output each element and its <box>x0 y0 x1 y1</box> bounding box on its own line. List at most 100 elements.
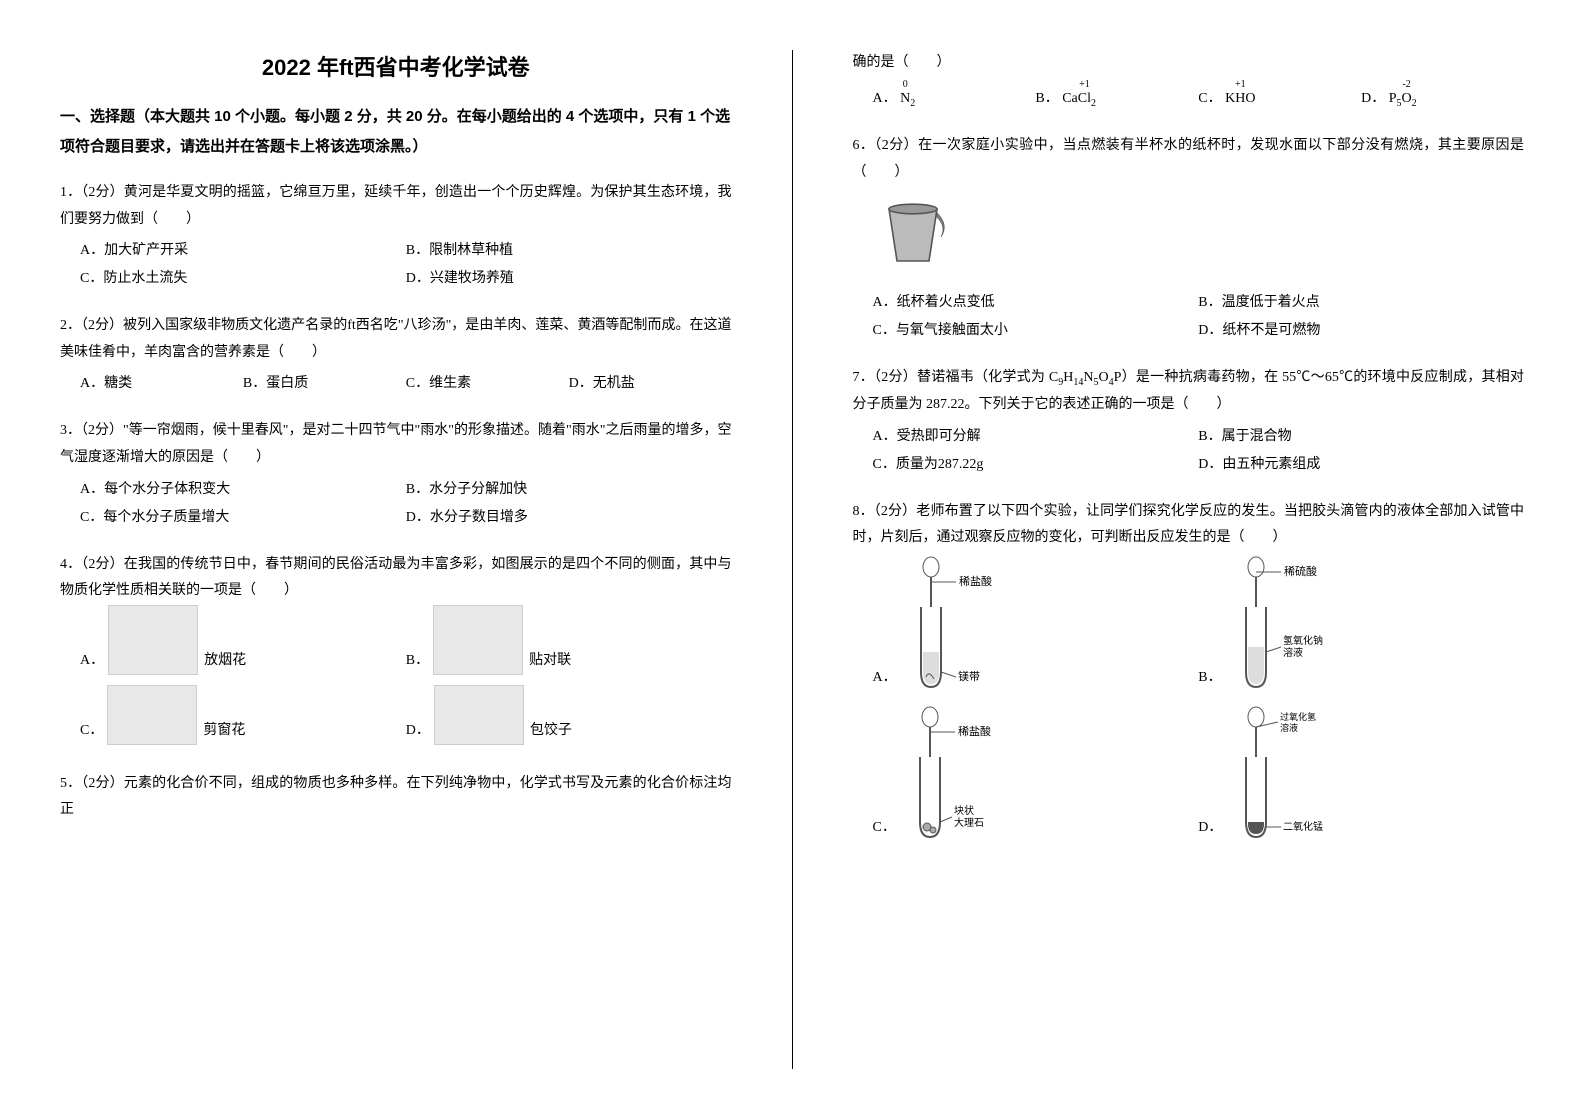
q6-opt-d: D．纸杯不是可燃物 <box>1198 317 1524 345</box>
left-column: 2022 年ft西省中考化学试卷 一、选择题（本大题共 10 个小题。每小题 2… <box>60 50 732 1069</box>
q6-stem: 6．（2分）在一次家庭小实验中，当点燃装有半杯水的纸杯时，发现水面以下部分没有燃… <box>853 133 1525 186</box>
papercut-icon <box>107 685 197 745</box>
q3-stem: 3．（2分）"等一帘烟雨，候十里春风"，是对二十四节气中"雨水"的形象描述。随着… <box>60 418 732 471</box>
q4-a-label: A． <box>80 648 104 675</box>
q8-c-bot-text2: 大理石 <box>954 816 984 829</box>
q8-d-top-text2: 溶液 <box>1280 722 1298 733</box>
q8-d-top-text1: 过氧化氢 <box>1280 711 1316 722</box>
question-1: 1．（2分）黄河是华夏文明的摇篮，它绵亘万里，延续千年，创造出一个个历史辉煌。为… <box>60 180 732 297</box>
q5-b-ox: +1 <box>1079 75 1090 95</box>
q7-e3: N <box>1083 370 1093 385</box>
q8-a-label: A． <box>873 665 897 692</box>
q4-opt-c: C． 剪窗花 <box>80 685 406 745</box>
q8-c-top-text: 稀盐酸 <box>958 724 991 738</box>
q4-opt-a: A． 放烟花 <box>80 605 406 675</box>
q1-opt-a: A．加大矿产开采 <box>80 237 406 265</box>
q6-opt-c: C．与氧气接触面太小 <box>873 317 1199 345</box>
q8-d-label: D． <box>1198 815 1222 842</box>
testtube-d-icon: 过氧化氢 溶液 二氧化锰 <box>1226 702 1326 842</box>
q4-d-text: 包饺子 <box>530 718 572 745</box>
q1-opt-b: B．限制林草种植 <box>406 237 732 265</box>
q2-stem: 2．（2分）被列入国家级非物质文化遗产名录的ft西名吃"八珍汤"，是由羊肉、莲菜… <box>60 313 732 366</box>
q5-c-pre: K <box>1225 91 1235 106</box>
q5-opt-c: C． K+1HO <box>1198 85 1361 114</box>
q7-opt-d: D．由五种元素组成 <box>1198 451 1524 479</box>
cup-icon <box>873 193 953 273</box>
q5-d-pre: P <box>1389 91 1397 106</box>
q4-d-label: D． <box>406 718 430 745</box>
exam-title: 2022 年ft西省中考化学试卷 <box>60 50 732 82</box>
q7-e2: H <box>1063 370 1073 385</box>
q5-opt-a: A． 0N2 <box>873 85 1036 114</box>
q8-b-bot-text2: 溶液 <box>1283 646 1303 659</box>
q4-c-text: 剪窗花 <box>203 718 245 745</box>
q4-b-label: B． <box>406 648 429 675</box>
fireworks-icon <box>108 605 198 675</box>
testtube-c-icon: 稀盐酸 块状 大理石 <box>900 702 1000 842</box>
q3-opt-b: B．水分子分解加快 <box>406 476 732 504</box>
question-6: 6．（2分）在一次家庭小实验中，当点燃装有半杯水的纸杯时，发现水面以下部分没有燃… <box>853 133 1525 349</box>
q5-d-lab: D． <box>1361 91 1385 106</box>
question-2: 2．（2分）被列入国家级非物质文化遗产名录的ft西名吃"八珍汤"，是由羊肉、莲菜… <box>60 313 732 402</box>
q7-stem: 7．（2分）替诺福韦（化学式为 C9H14N5O4P）是一种抗病毒药物，在 55… <box>853 365 1525 418</box>
question-8: 8．（2分）老师布置了以下四个实验，让同学们探究化学反应的发生。当把胶头滴管内的… <box>853 499 1525 852</box>
q6-opt-b: B．温度低于着火点 <box>1198 289 1524 317</box>
paper-cup-figure <box>873 193 1525 284</box>
q8-image-options: A． 稀盐酸 镁带 B． <box>873 552 1525 852</box>
q7-e4: O <box>1099 370 1109 385</box>
q8-opt-a: A． 稀盐酸 镁带 <box>873 552 1199 692</box>
q5-opt-d: D． P5-2O2 <box>1361 85 1524 114</box>
q5-c-post: O <box>1245 91 1255 106</box>
q3-opt-d: D．水分子数目增多 <box>406 504 732 532</box>
q2-opt-d: D．无机盐 <box>569 370 732 398</box>
q2-opt-b: B．蛋白质 <box>243 370 406 398</box>
testtube-a-icon: 稀盐酸 镁带 <box>901 552 1001 692</box>
q5-d-sub: 2 <box>1412 97 1417 108</box>
q8-c-bot-text1: 块状 <box>954 804 974 817</box>
q8-b-bot-text1: 氢氧化钠 <box>1283 634 1323 647</box>
q1-stem: 1．（2分）黄河是华夏文明的摇篮，它绵亘万里，延续千年，创造出一个个历史辉煌。为… <box>60 180 732 233</box>
section-1-heading: 一、选择题（本大题共 10 个小题。每小题 2 分，共 20 分。在每小题给出的… <box>60 102 732 162</box>
q8-opt-b: B． 稀硫酸 氢氧化钠 溶液 <box>1198 552 1524 692</box>
q5-cont: 确的是（ ） <box>853 55 951 70</box>
q5-a-lab: A． <box>873 91 897 106</box>
q1-options: A．加大矿产开采 B．限制林草种植 C．防止水土流失 D．兴建牧场养殖 <box>80 237 732 293</box>
q8-b-label: B． <box>1198 665 1221 692</box>
q8-b-top-text: 稀硫酸 <box>1284 564 1317 578</box>
q5-b-formula: +1Cl <box>1078 85 1091 113</box>
q5-c-ox: +1 <box>1235 75 1246 95</box>
q1-opt-c: C．防止水土流失 <box>80 265 406 293</box>
q5-d-formula: -2O <box>1402 85 1412 113</box>
q4-opt-b: B． 贴对联 <box>406 605 732 675</box>
q5-a-sub: 2 <box>910 97 915 108</box>
question-5-part2: 确的是（ ） A． 0N2 B． Ca+1Cl2 C． K+1HO D． P5-… <box>853 50 1525 117</box>
q8-d-bot-text: 二氧化锰 <box>1283 820 1323 833</box>
question-4: 4．（2分）在我国的传统节日中，春节期间的民俗活动最为丰富多彩，如图展示的是四个… <box>60 552 732 755</box>
couplet-icon <box>433 605 523 675</box>
q5-b-sub: 2 <box>1091 97 1096 108</box>
q4-a-text: 放烟花 <box>204 648 246 675</box>
q3-options: A．每个水分子体积变大 B．水分子分解加快 C．每个水分子质量增大 D．水分子数… <box>80 476 732 532</box>
dumpling-icon <box>434 685 524 745</box>
q5-c-lab: C． <box>1198 91 1221 106</box>
q8-a-bot-text: 镁带 <box>958 669 980 683</box>
q7-pre: 7．（2分）替诺福韦（化学式为 C <box>853 370 1059 385</box>
q8-opt-d: D． 过氧化氢 溶液 二氧化锰 <box>1198 702 1524 842</box>
q3-opt-c: C．每个水分子质量增大 <box>80 504 406 532</box>
q4-stem: 4．（2分）在我国的传统节日中，春节期间的民俗活动最为丰富多彩，如图展示的是四个… <box>60 552 732 605</box>
q6-options: A．纸杯着火点变低 B．温度低于着火点 C．与氧气接触面太小 D．纸杯不是可燃物 <box>873 289 1525 345</box>
q5-c-formula: +1H <box>1235 85 1245 113</box>
question-7: 7．（2分）替诺福韦（化学式为 C9H14N5O4P）是一种抗病毒药物，在 55… <box>853 365 1525 482</box>
q5-options: A． 0N2 B． Ca+1Cl2 C． K+1HO D． P5-2O2 <box>873 85 1525 114</box>
q7-options: A．受热即可分解 B．属于混合物 C．质量为287.22g D．由五种元素组成 <box>873 423 1525 479</box>
q5-opt-b: B． Ca+1Cl2 <box>1035 85 1198 114</box>
column-divider <box>792 50 793 1069</box>
right-column: 确的是（ ） A． 0N2 B． Ca+1Cl2 C． K+1HO D． P5-… <box>853 50 1525 1069</box>
q5-b-lab: B． <box>1035 91 1058 106</box>
q8-a-top-text: 稀盐酸 <box>959 574 992 588</box>
question-3: 3．（2分）"等一帘烟雨，候十里春风"，是对二十四节气中"雨水"的形象描述。随着… <box>60 418 732 535</box>
q5-b-pre: Ca <box>1062 91 1078 106</box>
q2-options: A．糖类 B．蛋白质 C．维生素 D．无机盐 <box>80 370 732 398</box>
q4-b-text: 贴对联 <box>529 648 571 675</box>
q3-opt-a: A．每个水分子体积变大 <box>80 476 406 504</box>
